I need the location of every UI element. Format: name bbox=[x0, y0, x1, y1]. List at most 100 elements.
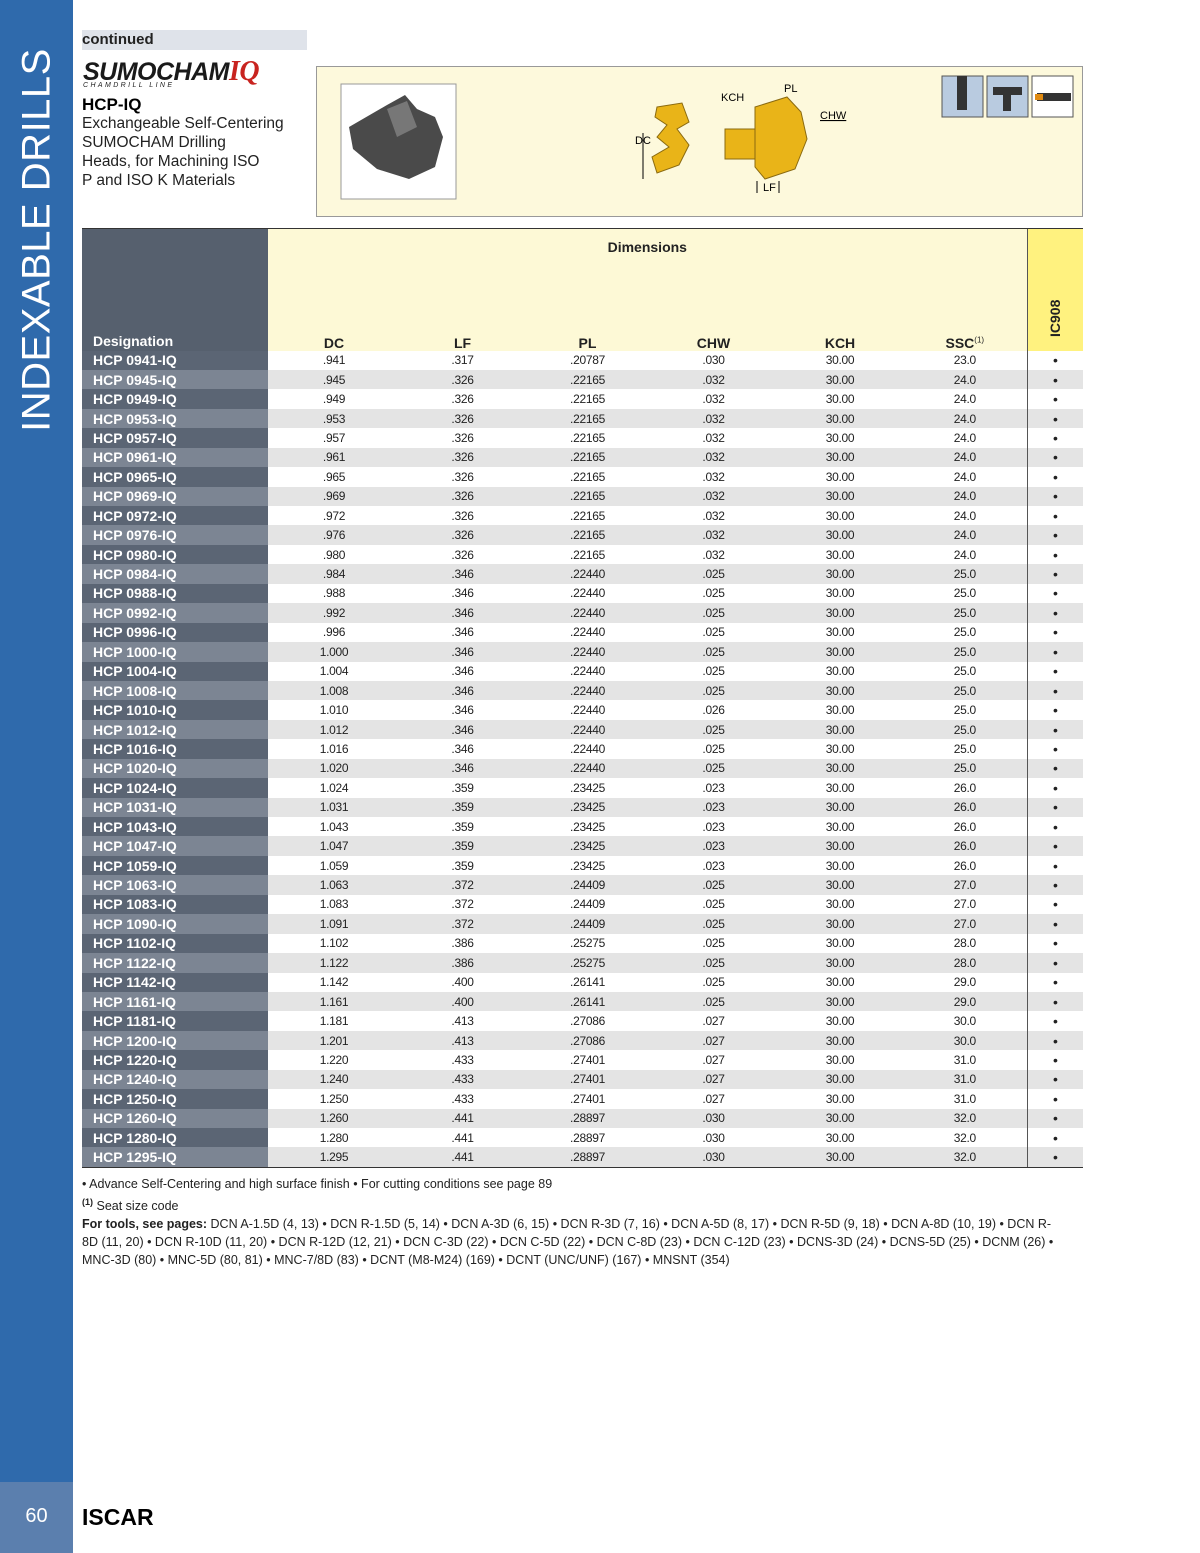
cell: 25.0 bbox=[953, 625, 976, 640]
designation: HCP 0945-IQ bbox=[82, 369, 268, 390]
product-description: Exchangeable Self-Centering SUMOCHAM Dri… bbox=[82, 114, 284, 190]
cell: 30.00 bbox=[777, 1147, 903, 1168]
cell: .949 bbox=[322, 392, 346, 407]
cell: 30.00 bbox=[825, 819, 855, 834]
cell: 30.00 bbox=[825, 625, 855, 640]
cell: 1.047 bbox=[268, 836, 400, 856]
table-row: HCP 0961-IQ .961.326.22165.032 30.00 24.0 • bbox=[82, 447, 1084, 468]
designation: HCP 0941-IQ bbox=[82, 350, 268, 370]
table-row: HCP 0949-IQ .949 .326 .22165 .032 30.00 24.0 • bbox=[82, 389, 1084, 409]
cell: 24.0 bbox=[953, 508, 976, 523]
cell: 26.0 bbox=[953, 780, 976, 795]
grade-mark: • bbox=[1026, 680, 1084, 701]
cell: 25.0 bbox=[903, 603, 1028, 623]
designation: HCP 0969-IQ bbox=[82, 486, 268, 506]
designation: HCP 0961-IQ bbox=[82, 447, 268, 468]
cell: .22440 bbox=[570, 664, 605, 679]
cell: .326 bbox=[451, 508, 474, 523]
cell: .22165 bbox=[525, 525, 650, 545]
designation: HCP 1090-IQ bbox=[82, 914, 268, 934]
drill-shank bbox=[724, 128, 756, 160]
table-row: HCP 1008-IQ 1.008.346.22440.025 30.00 25.0 • bbox=[82, 680, 1084, 701]
cell: 30.00 bbox=[777, 486, 903, 506]
cell: .23425 bbox=[570, 858, 605, 873]
cell: 25.0 bbox=[953, 703, 976, 718]
cell: .023 bbox=[702, 858, 725, 873]
cell: .22440 bbox=[570, 586, 605, 601]
table-row: HCP 1220-IQ 1.220 .433 .27401 .027 30.00 31.0 • bbox=[82, 1050, 1084, 1070]
cell: 30.00 bbox=[777, 836, 903, 856]
cell: .28897 bbox=[525, 1108, 650, 1128]
cell: .025 bbox=[650, 719, 777, 740]
designation: HCP 1142-IQ bbox=[82, 972, 268, 992]
cell: .346 bbox=[400, 564, 525, 584]
icon-tool bbox=[993, 87, 1022, 111]
continued-label: continued bbox=[82, 30, 307, 50]
cell: 24.0 bbox=[953, 547, 976, 562]
cell: 30.00 bbox=[825, 430, 855, 445]
cell: .27401 bbox=[570, 1052, 605, 1067]
column-header: LF bbox=[453, 334, 472, 351]
sidebar bbox=[0, 0, 73, 1553]
cell: .032 bbox=[702, 547, 725, 562]
cell: 24.0 bbox=[953, 392, 976, 407]
cell: .965 bbox=[322, 469, 346, 484]
cell: 32.0 bbox=[903, 1147, 1028, 1168]
cell: .386 bbox=[400, 953, 525, 973]
table-row: HCP 1083-IQ 1.083 .372 .24409 .025 30.00 27.0 • bbox=[82, 894, 1084, 915]
cell: .032 bbox=[702, 508, 725, 523]
notes: • Advance Self-Centering and high surfac… bbox=[82, 1177, 553, 1191]
cell: 1.008 bbox=[268, 680, 400, 701]
designation: HCP 1016-IQ bbox=[82, 739, 268, 759]
cell: 30.00 bbox=[777, 447, 903, 468]
description-line: Exchangeable Self-Centering bbox=[82, 115, 284, 132]
cell: 28.0 bbox=[953, 936, 976, 951]
grade-header-cell: IC908 bbox=[1026, 228, 1084, 351]
cell: 1.063 bbox=[268, 875, 400, 895]
column-header: CHW bbox=[696, 334, 731, 351]
dim-label: LF bbox=[763, 182, 776, 194]
grade-mark: • bbox=[1026, 544, 1084, 565]
table-row: HCP 0992-IQ .992.346.22440.025 30.00 25.0 • bbox=[82, 603, 1084, 623]
cell: 1.024 bbox=[319, 780, 349, 795]
table-row: HCP 1122-IQ 1.122.386.25275.025 30.00 28.0 • bbox=[82, 953, 1084, 973]
grade-mark: • bbox=[1026, 739, 1084, 759]
cell: .22440 bbox=[525, 719, 650, 740]
cell: .28897 bbox=[525, 1147, 650, 1168]
grade-mark: • bbox=[1026, 389, 1084, 409]
designation: HCP 1024-IQ bbox=[82, 778, 268, 798]
designation: HCP 0972-IQ bbox=[82, 506, 268, 526]
grade-mark: • bbox=[1026, 564, 1084, 584]
cell: .030 bbox=[702, 353, 725, 368]
cell: .27401 bbox=[525, 1069, 650, 1090]
cell: .025 bbox=[702, 625, 725, 640]
cell: .372 bbox=[400, 914, 525, 934]
photo-highlight bbox=[387, 101, 417, 137]
cell: .030 bbox=[702, 1130, 725, 1145]
cell: .025 bbox=[702, 664, 725, 679]
cell: .359 bbox=[451, 858, 474, 873]
grade-mark: • bbox=[1026, 661, 1084, 681]
cell: .023 bbox=[650, 797, 777, 817]
designation: HCP 0980-IQ bbox=[82, 544, 268, 565]
cell: .24409 bbox=[525, 875, 650, 895]
cell: 24.0 bbox=[903, 486, 1028, 506]
cell: .032 bbox=[650, 525, 777, 545]
cell: .025 bbox=[702, 975, 725, 990]
cell: .27086 bbox=[570, 1014, 605, 1029]
drill-head-side bbox=[754, 96, 808, 180]
cell: 30.00 bbox=[777, 875, 903, 895]
cell: .976 bbox=[268, 525, 400, 545]
cell: 25.0 bbox=[953, 741, 976, 756]
cell: .413 bbox=[400, 1030, 525, 1051]
grade-mark: • bbox=[1026, 642, 1084, 662]
cell: .023 bbox=[702, 819, 725, 834]
cell: 1.181 bbox=[319, 1014, 349, 1029]
table-row: HCP 0969-IQ .969.326.22165.032 30.00 24.0 • bbox=[82, 486, 1084, 506]
grade-mark: • bbox=[1026, 894, 1084, 915]
group-header: Dimensions bbox=[268, 228, 1028, 329]
dim-label: KCH bbox=[721, 92, 744, 104]
cell: 30.00 bbox=[825, 780, 855, 795]
cell: .025 bbox=[650, 642, 777, 662]
cell: .996 bbox=[322, 625, 346, 640]
